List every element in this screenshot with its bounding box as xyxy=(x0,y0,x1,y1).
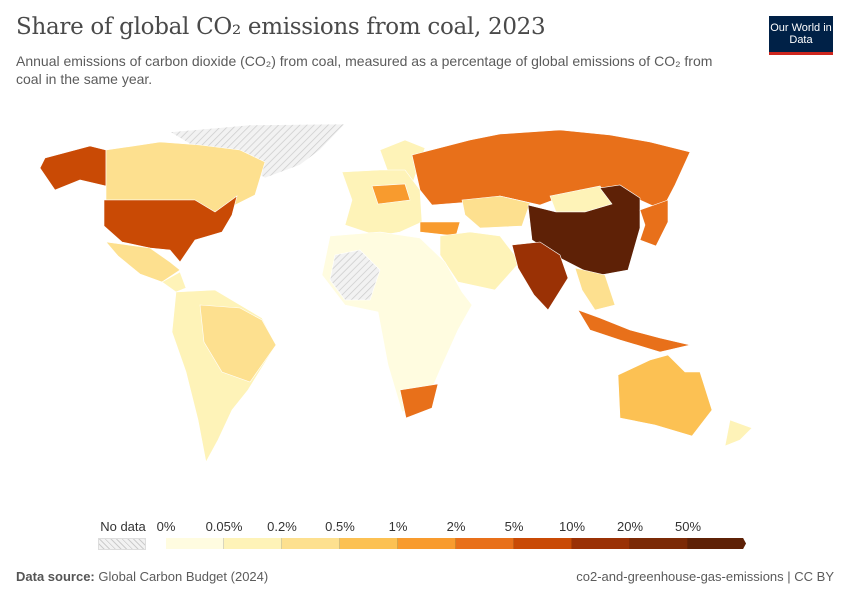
legend-no-data-swatch xyxy=(98,538,146,550)
footer-slug[interactable]: co2-and-greenhouse-gas-emissions | CC BY xyxy=(576,569,834,584)
country-kazakhstan[interactable] xyxy=(461,195,531,229)
country-usa[interactable] xyxy=(103,195,238,263)
source-text[interactable]: Global Carbon Budget (2024) xyxy=(98,569,269,584)
legend-bin[interactable] xyxy=(282,538,340,549)
legend-bin[interactable] xyxy=(166,538,224,549)
legend-label: 0.05% xyxy=(205,519,243,534)
legend-bin[interactable] xyxy=(572,538,630,549)
legend-label: 0% xyxy=(156,519,176,534)
legend-bin[interactable] xyxy=(456,538,514,549)
legend-label: 2% xyxy=(446,519,466,534)
logo-text: Our World in Data xyxy=(770,22,832,46)
legend-label: 0.2% xyxy=(267,519,297,534)
legend-bin[interactable] xyxy=(688,538,746,549)
country-germany-poland[interactable] xyxy=(371,183,411,205)
region-middle-east[interactable] xyxy=(439,231,521,291)
legend-label: 5% xyxy=(504,519,524,534)
country-mexico[interactable] xyxy=(105,241,181,283)
country-new-zealand[interactable] xyxy=(724,419,753,447)
legend-label: 20% xyxy=(616,519,644,534)
country-alaska[interactable] xyxy=(39,145,107,191)
legend-label: 1% xyxy=(388,519,408,534)
source-label: Data source: xyxy=(16,569,95,584)
country-indonesia[interactable] xyxy=(577,309,691,353)
legend-bin[interactable] xyxy=(224,538,282,549)
footer-source: Data source: Global Carbon Budget (2024) xyxy=(16,569,268,584)
legend-bin[interactable] xyxy=(340,538,398,549)
legend-bin[interactable] xyxy=(514,538,572,549)
country-australia[interactable] xyxy=(617,354,713,437)
legend-label: 50% xyxy=(674,519,702,534)
chart-subtitle: Annual emissions of carbon dioxide (CO₂)… xyxy=(16,53,713,87)
owid-logo[interactable]: Our World in Data xyxy=(769,16,833,55)
legend-label: 0.5% xyxy=(325,519,355,534)
legend-bin[interactable] xyxy=(398,538,456,549)
country-south-africa[interactable] xyxy=(399,383,439,419)
country-korea-japan[interactable] xyxy=(639,199,669,247)
chart-title: Share of global CO₂ emissions from coal,… xyxy=(16,14,546,40)
country-brazil[interactable] xyxy=(199,304,277,383)
legend-no-data-label: No data xyxy=(100,519,146,534)
legend-bin[interactable] xyxy=(630,538,688,549)
legend-label: 10% xyxy=(558,519,586,534)
region-africa-nodata[interactable] xyxy=(329,249,381,301)
country-central-america[interactable] xyxy=(161,271,187,293)
country-india[interactable] xyxy=(511,241,569,311)
region-southeast-asia[interactable] xyxy=(574,267,616,311)
